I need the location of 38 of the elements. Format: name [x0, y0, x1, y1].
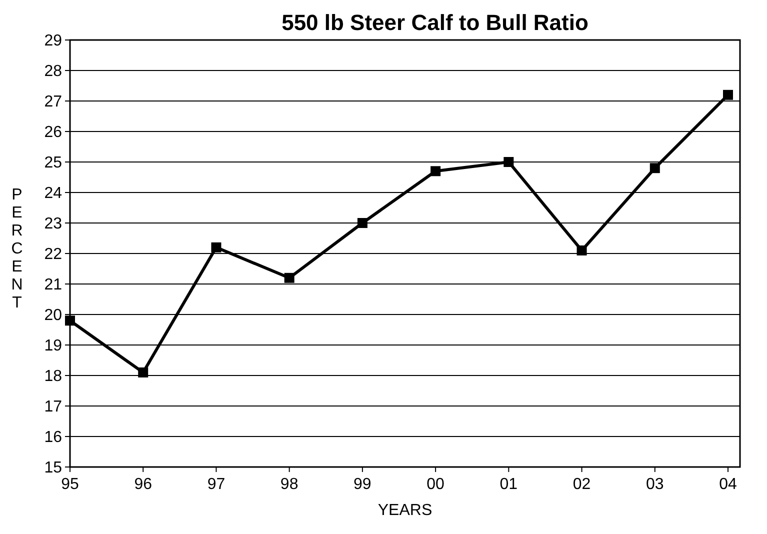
y-tick-label: 15	[44, 460, 62, 477]
point	[138, 367, 148, 378]
x-tick-label: 96	[134, 476, 152, 493]
x-tick-label: 97	[207, 476, 226, 493]
point	[504, 157, 514, 167]
y-tick-label: 21	[44, 276, 62, 294]
y-tick-label: 28	[44, 63, 62, 80]
y-tick-label: 23	[44, 216, 62, 233]
y-tick-label: 27	[44, 94, 62, 111]
point	[211, 242, 222, 252]
point	[284, 272, 294, 283]
x-axis-title: YEARS	[378, 502, 432, 519]
y-tick-label: 26	[44, 124, 62, 142]
y-tick-label: 24	[44, 185, 62, 202]
y-axis-title: PERCENT	[11, 186, 23, 312]
y-tick-label: 25	[44, 154, 62, 172]
y-tick-label: 18	[44, 368, 62, 386]
x-tick-label: 98	[280, 476, 298, 493]
y-tick-label: 19	[44, 338, 62, 355]
point	[650, 163, 660, 174]
x-tick-label: 04	[719, 476, 737, 493]
y-tick-label: 17	[44, 398, 62, 416]
y-tick-label: 20	[44, 307, 62, 324]
point	[576, 245, 587, 256]
y-tick-label: 16	[44, 429, 62, 446]
point	[430, 166, 441, 176]
x-tick-label: 02	[572, 476, 591, 493]
x-tick-label: 01	[500, 476, 518, 493]
x-tick-label: 00	[426, 476, 445, 493]
point	[357, 218, 368, 228]
point	[723, 90, 733, 100]
x-tick-label: 95	[61, 476, 79, 493]
y-tick-label: 22	[44, 246, 62, 264]
point	[65, 316, 75, 326]
x-tick-label: 99	[354, 476, 372, 493]
x-tick-label: 03	[646, 476, 664, 493]
y-tick-label: 29	[44, 32, 62, 50]
chart-title: 550 lb Steer Calf to Bull Ratio	[282, 10, 588, 35]
